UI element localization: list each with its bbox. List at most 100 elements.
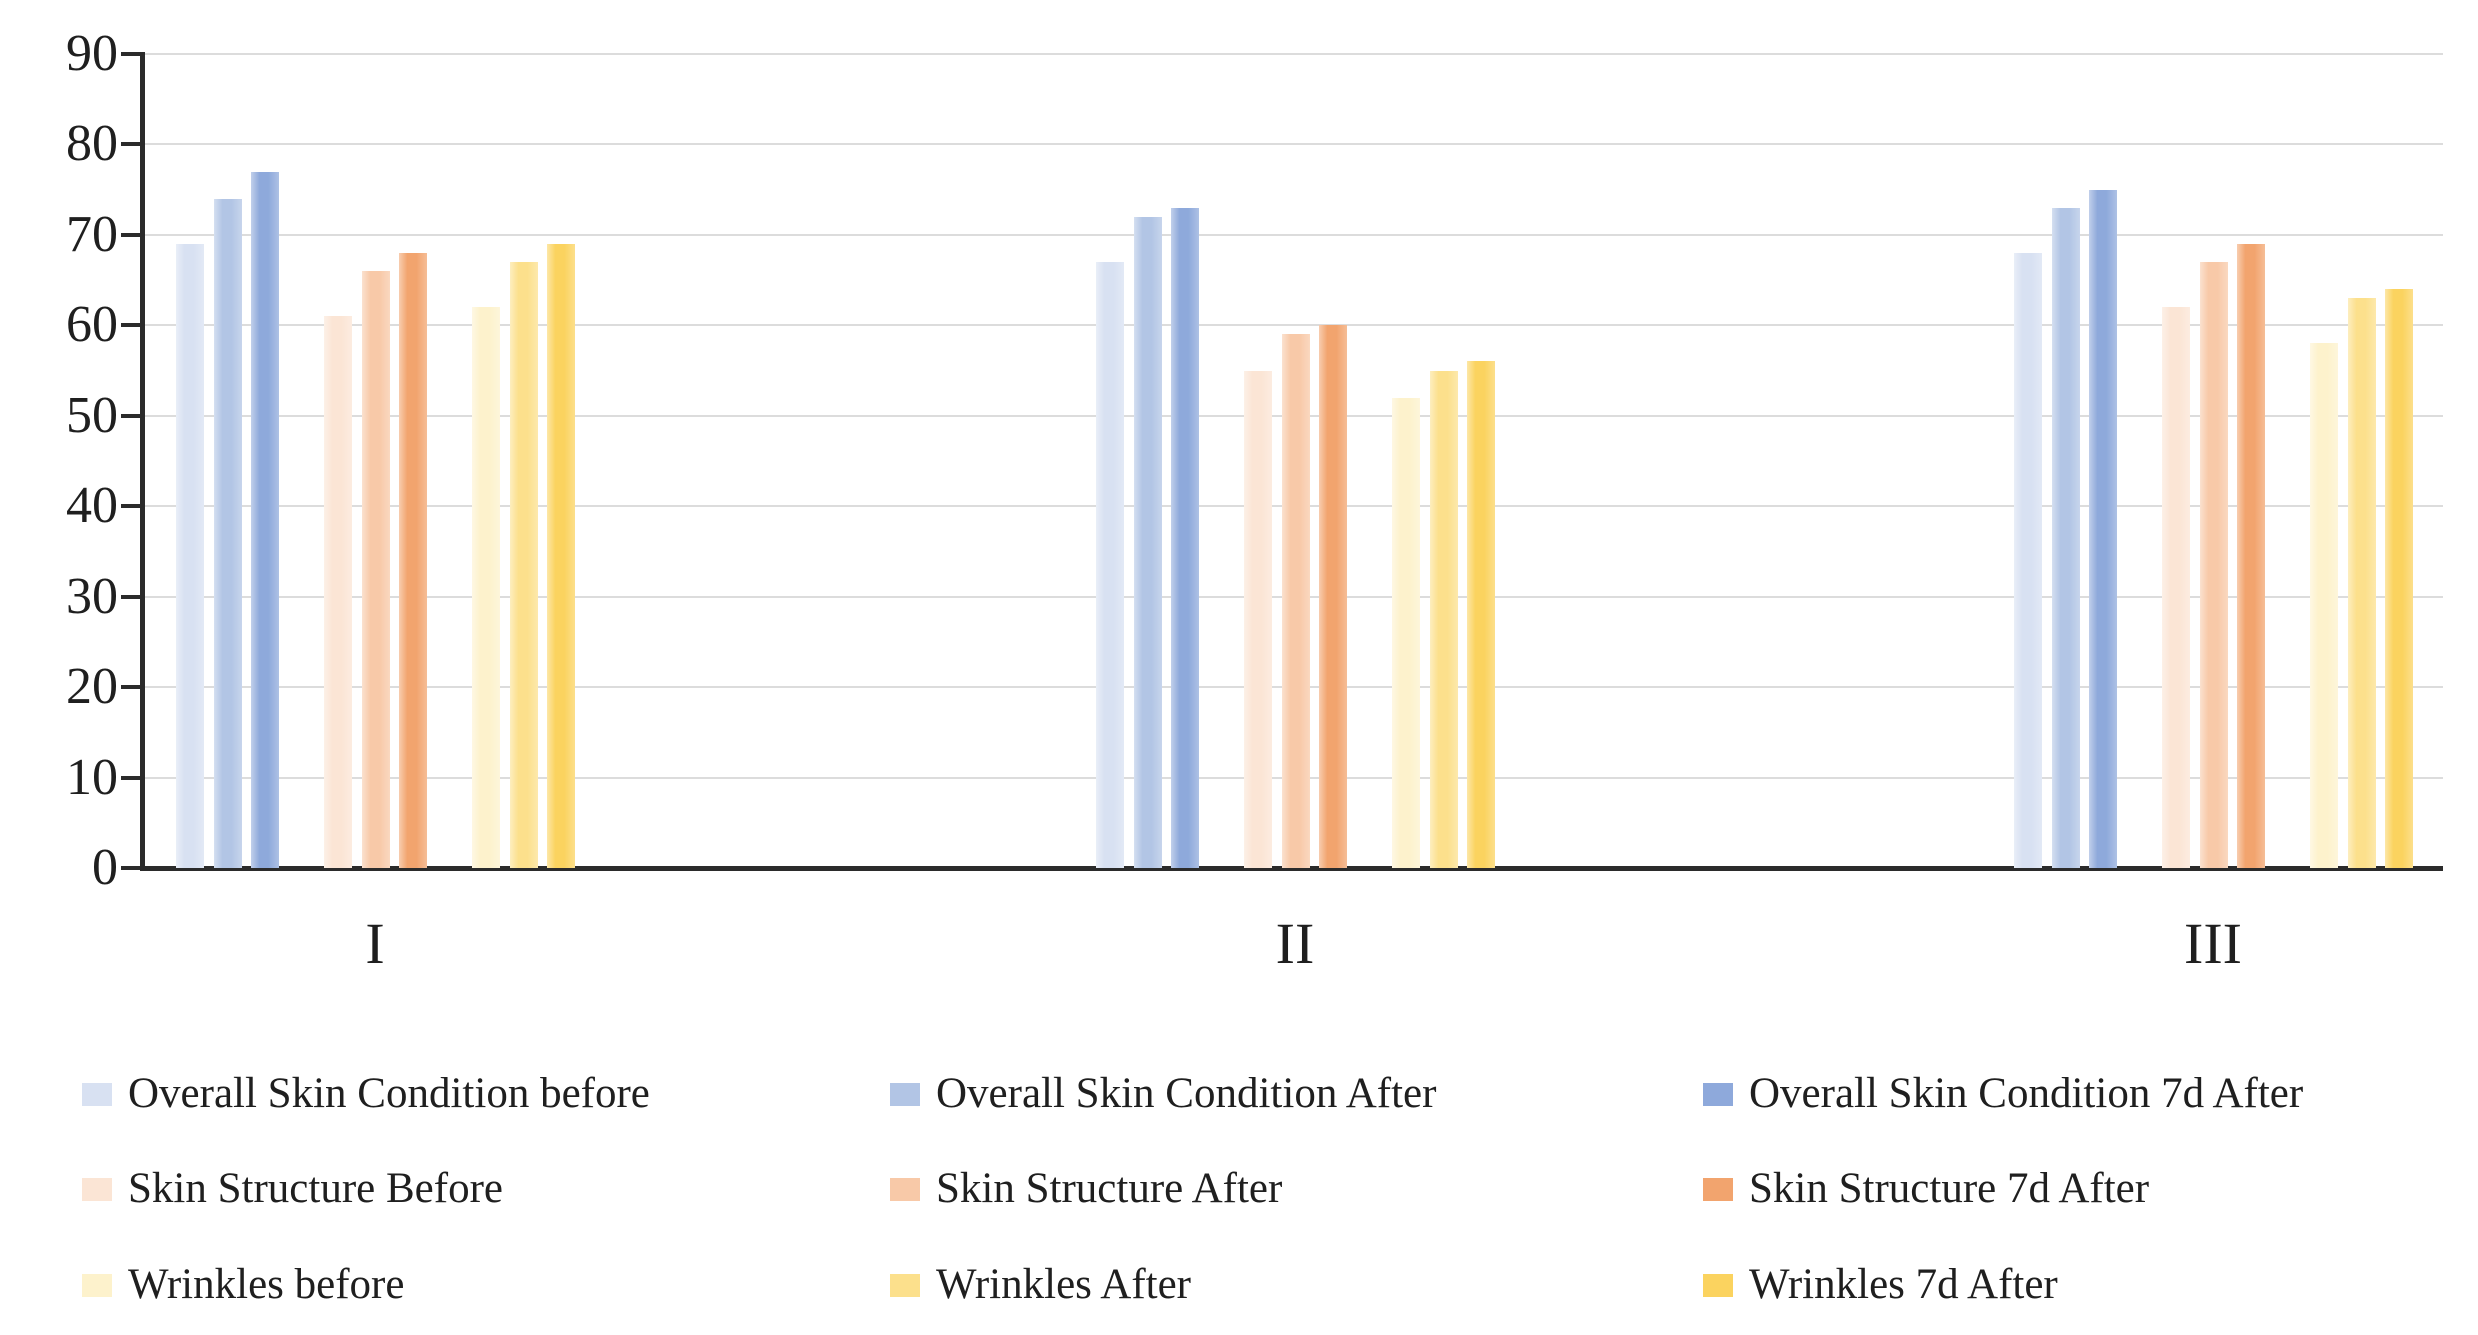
bar-II-skin-structure-7d-after (1319, 325, 1347, 868)
bar-II-skin-structure-before (1244, 370, 1272, 868)
bar-II-wrinkles-after (1429, 370, 1458, 868)
legend-label: Wrinkles 7d After (1749, 1261, 2058, 1308)
category-label-I: I (365, 911, 385, 976)
bar-III-wrinkles-7d-after (2385, 289, 2413, 868)
bar-II-overall-skin-condition-7d-after (1171, 207, 1199, 868)
y-tick-20 (121, 685, 145, 690)
bar-III-overall-skin-condition-after (2051, 207, 2080, 868)
bar-gradient (1133, 216, 1162, 868)
gridline-70 (143, 233, 2443, 236)
bar-gradient (547, 243, 575, 868)
bar-gradient (472, 307, 500, 868)
y-tick-80 (121, 142, 145, 147)
bar-III-wrinkles-after (2347, 298, 2376, 868)
legend-label: Overall Skin Condition After (936, 1070, 1437, 1117)
bar-gradient (509, 261, 538, 868)
bar-I-wrinkles-after (509, 261, 538, 868)
y-tick-60 (121, 323, 145, 328)
legend-item-overall-skin-condition-before: Overall Skin Condition before (82, 1071, 650, 1117)
gridline-60 (143, 324, 2443, 327)
category-label-III: III (2184, 911, 2242, 976)
legend-swatch (1703, 1082, 1733, 1106)
y-tick-10 (121, 775, 145, 780)
bar-gradient (1096, 261, 1124, 868)
bar-III-skin-structure-before (2162, 307, 2190, 868)
bar-I-skin-structure-7d-after (399, 252, 427, 868)
bar-I-skin-structure-after (361, 271, 390, 868)
legend-item-overall-skin-condition-7d-after: Overall Skin Condition 7d After (1703, 1071, 2303, 1117)
y-tick-label-50: 50 (66, 386, 118, 444)
y-tick-label-60: 60 (66, 296, 118, 354)
legend-label: Skin Structure 7d After (1749, 1165, 2150, 1212)
bar-gradient (2089, 189, 2117, 868)
y-tick-label-0: 0 (92, 839, 118, 896)
bar-gradient (2199, 261, 2228, 868)
bar-gradient (1319, 325, 1347, 868)
legend-item-wrinkles-after: Wrinkles After (890, 1262, 1191, 1308)
legend-item-overall-skin-condition-after: Overall Skin Condition After (890, 1071, 1436, 1117)
bar-gradient (2237, 243, 2265, 868)
bar-II-overall-skin-condition-before (1096, 261, 1124, 868)
y-axis-line (140, 51, 145, 870)
y-tick-label-80: 80 (66, 115, 118, 173)
gridline-80 (143, 143, 2443, 146)
bar-I-skin-structure-before (324, 316, 352, 868)
legend-item-skin-structure-before: Skin Structure Before (82, 1166, 503, 1212)
bar-gradient (1281, 334, 1310, 868)
bar-gradient (2014, 252, 2042, 868)
legend-label: Wrinkles After (936, 1261, 1191, 1308)
bar-gradient (324, 316, 352, 868)
bar-III-overall-skin-condition-7d-after (2089, 189, 2117, 868)
bar-gradient (2051, 207, 2080, 868)
legend-swatch (82, 1273, 112, 1297)
bar-II-wrinkles-7d-after (1467, 361, 1495, 868)
bar-II-overall-skin-condition-after (1133, 216, 1162, 868)
legend-swatch (890, 1177, 920, 1201)
legend-label: Overall Skin Condition 7d After (1749, 1070, 2304, 1117)
y-tick-70 (121, 232, 145, 237)
bar-III-overall-skin-condition-before (2014, 252, 2042, 868)
bar-gradient (399, 252, 427, 868)
y-tick-label-10: 10 (66, 748, 118, 806)
legend-swatch (82, 1177, 112, 1201)
y-tick-label-90: 90 (66, 24, 118, 82)
bar-gradient (2385, 289, 2413, 868)
bar-III-skin-structure-after (2199, 261, 2228, 868)
bar-gradient (1467, 361, 1495, 868)
legend-label: Skin Structure After (936, 1165, 1283, 1212)
y-tick-0 (121, 866, 145, 870)
y-tick-30 (121, 594, 145, 599)
y-tick-label-40: 40 (66, 477, 118, 535)
bar-II-wrinkles-before (1392, 397, 1420, 868)
y-tick-50 (121, 413, 145, 418)
y-tick-40 (121, 504, 145, 509)
bar-III-skin-structure-7d-after (2237, 243, 2265, 868)
x-axis-line (140, 866, 2443, 871)
legend-swatch (1703, 1273, 1733, 1297)
legend-swatch (82, 1082, 112, 1106)
bar-gradient (213, 198, 242, 868)
bar-gradient (2310, 343, 2338, 868)
legend-label: Overall Skin Condition before (128, 1070, 650, 1117)
legend-label: Skin Structure Before (128, 1165, 503, 1212)
bar-I-overall-skin-condition-before (176, 243, 204, 868)
bar-gradient (1244, 370, 1272, 868)
y-tick-label-70: 70 (66, 205, 118, 263)
bar-III-wrinkles-before (2310, 343, 2338, 868)
legend-item-skin-structure-after: Skin Structure After (890, 1166, 1282, 1212)
bar-gradient (1429, 370, 1458, 868)
bar-gradient (2347, 298, 2376, 868)
y-tick-label-20: 20 (66, 658, 118, 716)
legend-swatch (890, 1273, 920, 1297)
bar-II-skin-structure-after (1281, 334, 1310, 868)
legend-swatch (890, 1082, 920, 1106)
bar-gradient (361, 271, 390, 868)
y-tick-label-30: 30 (66, 567, 118, 625)
bar-I-overall-skin-condition-after (213, 198, 242, 868)
legend-label: Wrinkles before (128, 1261, 405, 1308)
bar-gradient (1392, 397, 1420, 868)
bar-I-wrinkles-7d-after (547, 243, 575, 868)
category-label-II: II (1275, 911, 1315, 976)
legend-item-wrinkles-before: Wrinkles before (82, 1262, 404, 1308)
